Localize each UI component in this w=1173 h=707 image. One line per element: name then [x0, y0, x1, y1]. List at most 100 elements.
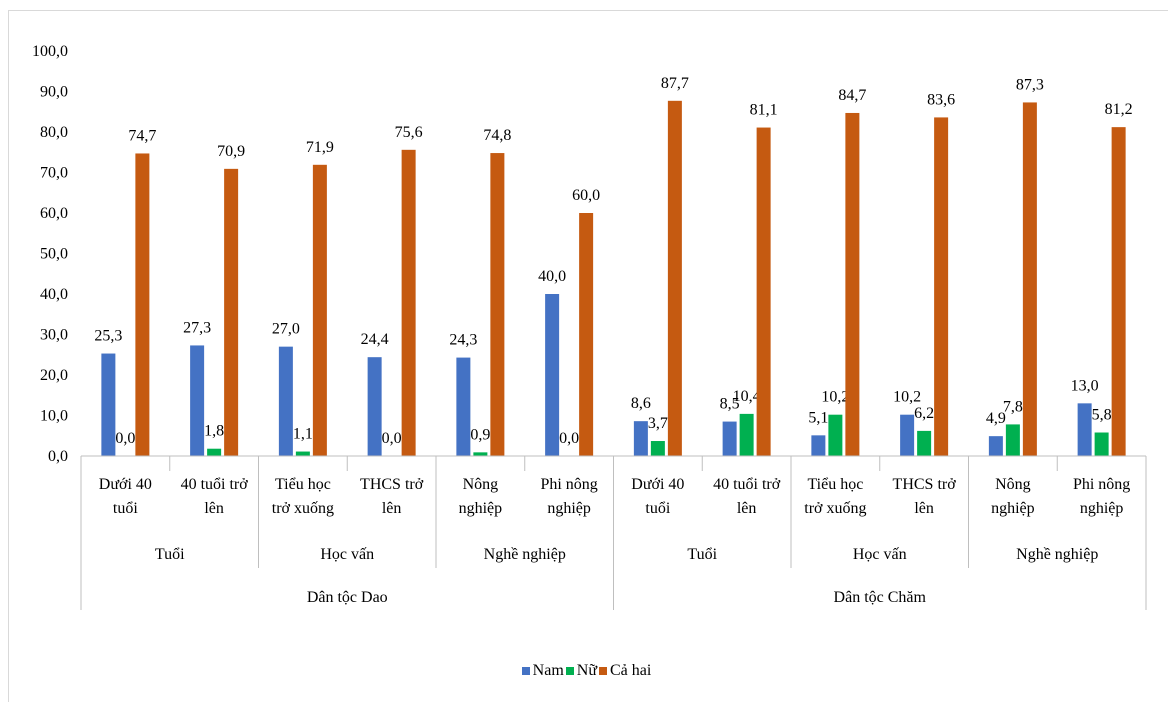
y-tick-label: 20,0 — [40, 367, 68, 384]
bar-nam — [811, 435, 826, 456]
category-label: Dưới 40 — [99, 476, 152, 493]
bar-nam — [1077, 403, 1092, 456]
bar-cả-hai — [224, 168, 239, 457]
y-tick-label: 70,0 — [40, 165, 68, 182]
group-label: Học vấn — [320, 546, 374, 563]
category-label: tuổi — [645, 500, 670, 517]
data-label: 0,0 — [115, 430, 135, 447]
bar-nữ — [1094, 432, 1109, 456]
category-label: Nông — [463, 476, 499, 493]
category-label: Tiểu học — [807, 476, 863, 493]
data-label: 13,0 — [1071, 377, 1099, 394]
data-label: 27,0 — [272, 321, 300, 338]
data-label: 74,8 — [483, 127, 511, 144]
data-label: 74,7 — [128, 127, 156, 144]
category-label: nghiệp — [991, 500, 1035, 517]
bar-nam — [367, 357, 382, 456]
data-label: 6,2 — [914, 405, 934, 422]
chart-frame — [8, 10, 1168, 702]
bar-cả-hai — [1022, 102, 1037, 456]
bar-nữ — [828, 414, 843, 456]
data-label: 75,6 — [395, 124, 423, 141]
category-label: trở xuống — [804, 500, 866, 517]
data-label: 10,2 — [893, 389, 921, 406]
category-label: nghiệp — [459, 500, 503, 517]
category-label: lên — [382, 500, 402, 517]
data-label: 27,3 — [183, 319, 211, 336]
legend-swatch — [565, 667, 574, 675]
category-label: THCS trở — [893, 476, 957, 493]
group-label: Nghề nghiệp — [484, 546, 566, 563]
data-label: 81,2 — [1105, 101, 1133, 118]
bar-nam — [456, 357, 471, 456]
data-label: 70,9 — [217, 143, 245, 160]
data-label: 3,7 — [648, 415, 668, 432]
data-label: 40,0 — [538, 268, 566, 285]
y-tick-label: 90,0 — [40, 84, 68, 101]
data-label: 1,8 — [204, 423, 224, 440]
y-tick-label: 50,0 — [40, 246, 68, 263]
bar-nữ — [739, 413, 754, 456]
y-tick-label: 100,0 — [32, 43, 68, 60]
legend: Nam Nữ Cả hai — [0, 662, 1173, 680]
y-tick-label: 0,0 — [48, 448, 68, 465]
data-label: 24,3 — [449, 332, 477, 349]
bar-nam — [988, 436, 1003, 456]
y-tick-label: 30,0 — [40, 327, 68, 344]
y-tick-label: 60,0 — [40, 205, 68, 222]
bar-cả-hai — [845, 112, 860, 456]
bar-cả-hai — [490, 153, 505, 456]
category-label: tuổi — [113, 500, 138, 517]
data-label: 24,4 — [361, 331, 389, 348]
group-label: Nghề nghiệp — [1016, 546, 1098, 563]
data-label: 87,3 — [1016, 76, 1044, 93]
data-label: 4,9 — [986, 410, 1006, 427]
group-label: Tuổi — [687, 546, 717, 563]
category-label: trở xuống — [272, 500, 334, 517]
data-label: 1,1 — [293, 426, 313, 443]
bar-nam — [722, 421, 737, 456]
y-tick-label: 10,0 — [40, 408, 68, 425]
bar-nam — [633, 421, 648, 456]
bar-nữ — [295, 451, 310, 456]
legend-label: Nữ — [576, 662, 597, 679]
category-label: Nông — [995, 476, 1031, 493]
data-label: 25,3 — [94, 328, 122, 345]
category-label: Dưới 40 — [631, 476, 684, 493]
legend-item: Nữ — [565, 662, 597, 680]
bar-cả-hai — [312, 164, 327, 456]
bar-nam — [101, 353, 116, 456]
data-label: 10,2 — [821, 389, 849, 406]
group-label: Tuổi — [155, 546, 185, 563]
data-label: 5,1 — [808, 409, 828, 426]
bar-nam — [900, 414, 915, 456]
group-label: Học vấn — [853, 546, 907, 563]
bar-cả-hai — [1111, 127, 1126, 456]
category-label: lên — [737, 500, 757, 517]
bar-cả-hai — [401, 149, 416, 456]
data-label: 0,0 — [382, 430, 402, 447]
supergroup-label: Dân tộc Dao — [307, 589, 388, 606]
data-label: 84,7 — [838, 87, 866, 104]
bar-cả-hai — [135, 153, 150, 456]
bar-nữ — [1005, 424, 1020, 456]
bar-nữ — [917, 430, 932, 456]
category-label: Tiểu học — [275, 476, 331, 493]
data-label: 8,6 — [631, 395, 651, 412]
y-tick-label: 40,0 — [40, 286, 68, 303]
legend-item: Cả hai — [599, 662, 651, 680]
data-label: 7,8 — [1003, 398, 1023, 415]
legend-swatch — [599, 667, 607, 675]
bar-nam — [278, 346, 293, 456]
data-label: 60,0 — [572, 187, 600, 204]
bar-cả-hai — [756, 127, 771, 457]
data-label: 5,8 — [1092, 407, 1112, 424]
legend-item: Nam — [521, 662, 564, 680]
category-label: THCS trở — [360, 476, 424, 493]
data-label: 83,6 — [927, 91, 955, 108]
category-label: Phi nông — [1073, 476, 1130, 493]
category-label: nghiệp — [1080, 500, 1124, 517]
legend-label: Cả hai — [610, 662, 652, 679]
data-label: 81,1 — [750, 102, 778, 119]
